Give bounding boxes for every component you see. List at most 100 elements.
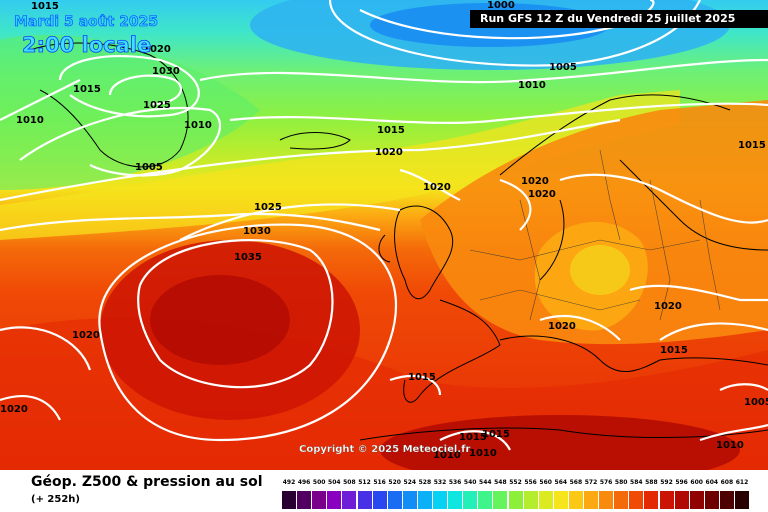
legend-swatch — [584, 491, 598, 509]
coastlines — [29, 42, 768, 441]
legend-label: 536 — [448, 479, 462, 486]
legend-swatch — [463, 491, 478, 509]
isobar-label: 1010 — [16, 115, 44, 126]
isobar-label: 1020 — [143, 44, 171, 55]
legend-swatch — [719, 491, 734, 509]
forecast-lead-time: (+ 252h) — [31, 494, 80, 505]
legend-swatch — [659, 491, 674, 509]
isobar-label: 1000 — [487, 0, 515, 11]
isobar-labels: 1015 1010 1000 1005 1010 1015 1020 1025 … — [0, 0, 768, 461]
yellow-band — [0, 90, 680, 240]
legend-label: 560 — [539, 479, 552, 486]
legend-label: 544 — [479, 479, 492, 486]
legend-swatch — [357, 491, 372, 509]
legend-label: 492 — [282, 479, 296, 486]
legend-label: 552 — [509, 479, 522, 486]
legend-label: 592 — [660, 479, 673, 486]
anticyclone-inner-area — [150, 275, 290, 365]
legend-label: 496 — [297, 479, 311, 486]
legend-swatch — [644, 491, 659, 509]
legend-label: 524 — [403, 479, 417, 486]
legend-swatch — [508, 491, 523, 509]
isobar-label: 1005 — [135, 162, 163, 173]
isobar-label: 1030 — [152, 66, 180, 77]
legend-swatch — [417, 491, 432, 509]
legend-label: 520 — [388, 479, 401, 486]
isobar-label: 1015 — [459, 432, 487, 443]
legend-swatch — [312, 491, 327, 509]
legend-swatch — [674, 491, 689, 509]
legend-label: 600 — [690, 479, 703, 486]
isobar-lines — [0, 0, 768, 450]
forecast-date: Mardi 5 août 2025 — [14, 14, 159, 31]
isobar-label: 1030 — [243, 226, 271, 237]
legend-swatch — [629, 491, 644, 509]
isobar-label: 1015 — [73, 84, 101, 95]
isobar-label: 1010 — [433, 450, 461, 461]
isobar-label: 1010 — [469, 448, 497, 459]
legend-label: 540 — [463, 479, 477, 486]
legend-swatch — [523, 491, 538, 509]
legend-swatch — [327, 491, 342, 509]
legend-swatch — [297, 491, 312, 509]
legend-label: 532 — [433, 479, 447, 486]
forecast-time: 2:00 locale — [22, 33, 152, 57]
legend-label: 608 — [720, 479, 734, 486]
isobar-label: 1015 — [482, 429, 510, 440]
isobar-label: 1020 — [72, 330, 100, 341]
isobar-label: 1035 — [234, 252, 262, 263]
map-footer: Géop. Z500 & pression au sol (+ 252h) 49… — [0, 470, 768, 512]
isobar-label: 1020 — [423, 182, 451, 193]
isobar-label: 1020 — [0, 404, 28, 415]
isobar-label: 1020 — [528, 189, 556, 200]
run-info-banner: Run GFS 12 Z du Vendredi 25 juillet 2025 — [470, 10, 768, 28]
legend-label: 564 — [554, 479, 568, 486]
legend-swatch — [448, 491, 463, 509]
isobar-label: 1020 — [375, 147, 403, 158]
copyright-notice: Copyright © 2025 Meteociel.fr — [299, 444, 471, 455]
isobar-label: 1010 — [184, 120, 212, 131]
legend-swatch — [614, 491, 629, 509]
isobar-label: 1020 — [654, 301, 682, 312]
isobar-label: 1015 — [377, 125, 405, 136]
legend-label: 500 — [312, 479, 326, 486]
legend-swatch — [282, 491, 296, 509]
legend-label: 568 — [569, 479, 583, 486]
legend-label: 572 — [584, 479, 598, 486]
legend-label: 512 — [358, 479, 371, 486]
legend-label: 584 — [630, 479, 643, 486]
isobar-label: 1025 — [254, 202, 282, 213]
isobar-label: 1020 — [548, 321, 576, 332]
isobar-label: 1015 — [408, 372, 436, 383]
legend-label: 548 — [494, 479, 507, 486]
isobar-label: 1015 — [31, 1, 59, 12]
isobar-label: 1010 — [716, 440, 744, 451]
isobar-label: 1005 — [549, 62, 577, 73]
legend-label: 612 — [735, 479, 749, 486]
isobar-label: 1015 — [660, 345, 688, 356]
isobar-label: 1025 — [143, 100, 171, 111]
isobar-label: 1005 — [744, 397, 768, 408]
legend-label: 588 — [645, 479, 658, 486]
legend-label: 504 — [328, 479, 341, 486]
legend-label: 556 — [524, 479, 537, 486]
isobar-label: 1015 — [738, 140, 766, 151]
ridge-core-area — [570, 245, 630, 295]
legend-swatch — [493, 491, 508, 509]
legend-label: 516 — [373, 479, 386, 486]
legend-swatch — [372, 491, 387, 509]
legend-swatch — [735, 491, 749, 509]
legend-swatch — [402, 491, 417, 509]
legend-label: 508 — [343, 479, 356, 486]
legend-swatch — [689, 491, 704, 509]
legend-swatch — [538, 491, 553, 509]
legend-swatch — [568, 491, 583, 509]
legend-swatch — [342, 491, 357, 509]
isobar-label: 1020 — [521, 176, 549, 187]
legend-swatch — [433, 491, 447, 509]
map-title: Géop. Z500 & pression au sol — [31, 474, 263, 490]
legend-swatch — [387, 491, 402, 509]
legend-swatch — [599, 491, 614, 509]
legend-label: 580 — [614, 479, 628, 486]
legend-label: 596 — [675, 479, 688, 486]
